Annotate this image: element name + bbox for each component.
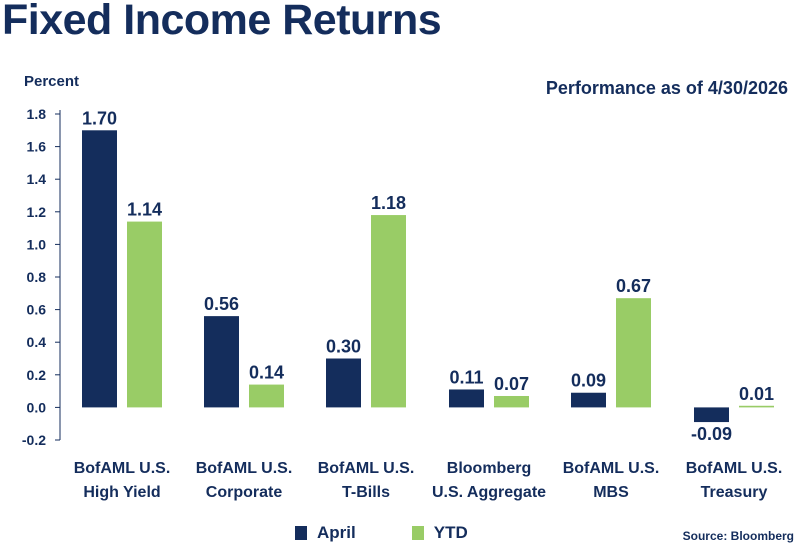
- category-label: BofAML U.S.: [686, 460, 783, 477]
- bar-april: [204, 316, 239, 408]
- legend-label-april: April: [317, 523, 356, 542]
- y-tick-label: 0.6: [27, 302, 47, 318]
- category-label: BofAML U.S.: [196, 460, 293, 477]
- y-tick-label: 1.2: [27, 204, 47, 220]
- data-label-april: 0.09: [571, 371, 606, 391]
- legend-label-ytd: YTD: [433, 523, 468, 542]
- bar-april: [694, 407, 729, 423]
- data-label-ytd: 0.14: [249, 363, 284, 383]
- data-label-ytd: 0.01: [739, 384, 774, 404]
- data-label-ytd: 0.07: [494, 374, 529, 394]
- legend: April YTD: [295, 523, 524, 543]
- data-label-april: 0.56: [204, 294, 239, 314]
- y-tick-label: 0.4: [27, 334, 47, 350]
- y-tick-label: 0.2: [27, 367, 47, 383]
- source-note: Source: Bloomberg: [682, 529, 794, 543]
- legend-item-april: April: [295, 523, 356, 543]
- bar-april: [82, 130, 117, 408]
- bar-ytd: [739, 405, 774, 408]
- category-label: Bloomberg: [447, 460, 531, 477]
- category-label: Corporate: [206, 484, 283, 501]
- y-tick-label: 0.0: [27, 399, 47, 415]
- y-tick-label: -0.2: [22, 432, 46, 448]
- data-label-april: 0.30: [326, 337, 361, 357]
- category-label: High Yield: [83, 484, 160, 501]
- legend-swatch-ytd: [411, 526, 424, 540]
- category-label: BofAML U.S.: [74, 460, 171, 477]
- category-label: BofAML U.S.: [318, 460, 415, 477]
- bar-april: [326, 358, 361, 408]
- y-tick-label: 1.4: [27, 171, 47, 187]
- category-label: Treasury: [701, 484, 768, 501]
- bar-ytd: [616, 298, 651, 408]
- y-axis-label: Percent: [24, 73, 80, 90]
- bar-ytd: [127, 221, 162, 408]
- bar-april: [449, 389, 484, 408]
- y-tick-label: 1.8: [27, 106, 47, 122]
- bar-april: [571, 392, 606, 408]
- bar-ytd: [249, 384, 284, 408]
- data-label-ytd: 0.67: [616, 276, 651, 296]
- bar-ytd: [494, 395, 529, 408]
- category-label: BofAML U.S.: [563, 460, 660, 477]
- data-label-april: 1.70: [82, 108, 117, 128]
- data-label-ytd: 1.14: [127, 200, 162, 220]
- category-label: MBS: [593, 484, 629, 501]
- legend-item-ytd: YTD: [411, 523, 468, 543]
- y-tick-label: 0.8: [27, 269, 47, 285]
- legend-swatch-april: [295, 526, 307, 540]
- category-label: T-Bills: [342, 484, 390, 501]
- data-label-ytd: 1.18: [371, 193, 406, 213]
- bar-ytd: [371, 215, 406, 408]
- performance-date: Performance as of 4/30/2026: [545, 78, 788, 98]
- y-tick-label: 1.6: [27, 139, 47, 155]
- data-label-april: 0.11: [449, 367, 483, 387]
- data-label-april: -0.09: [691, 424, 732, 444]
- y-tick-label: 1.0: [27, 236, 47, 252]
- category-label: U.S. Aggregate: [432, 484, 546, 501]
- chart-title: Fixed Income Returns: [2, 0, 442, 44]
